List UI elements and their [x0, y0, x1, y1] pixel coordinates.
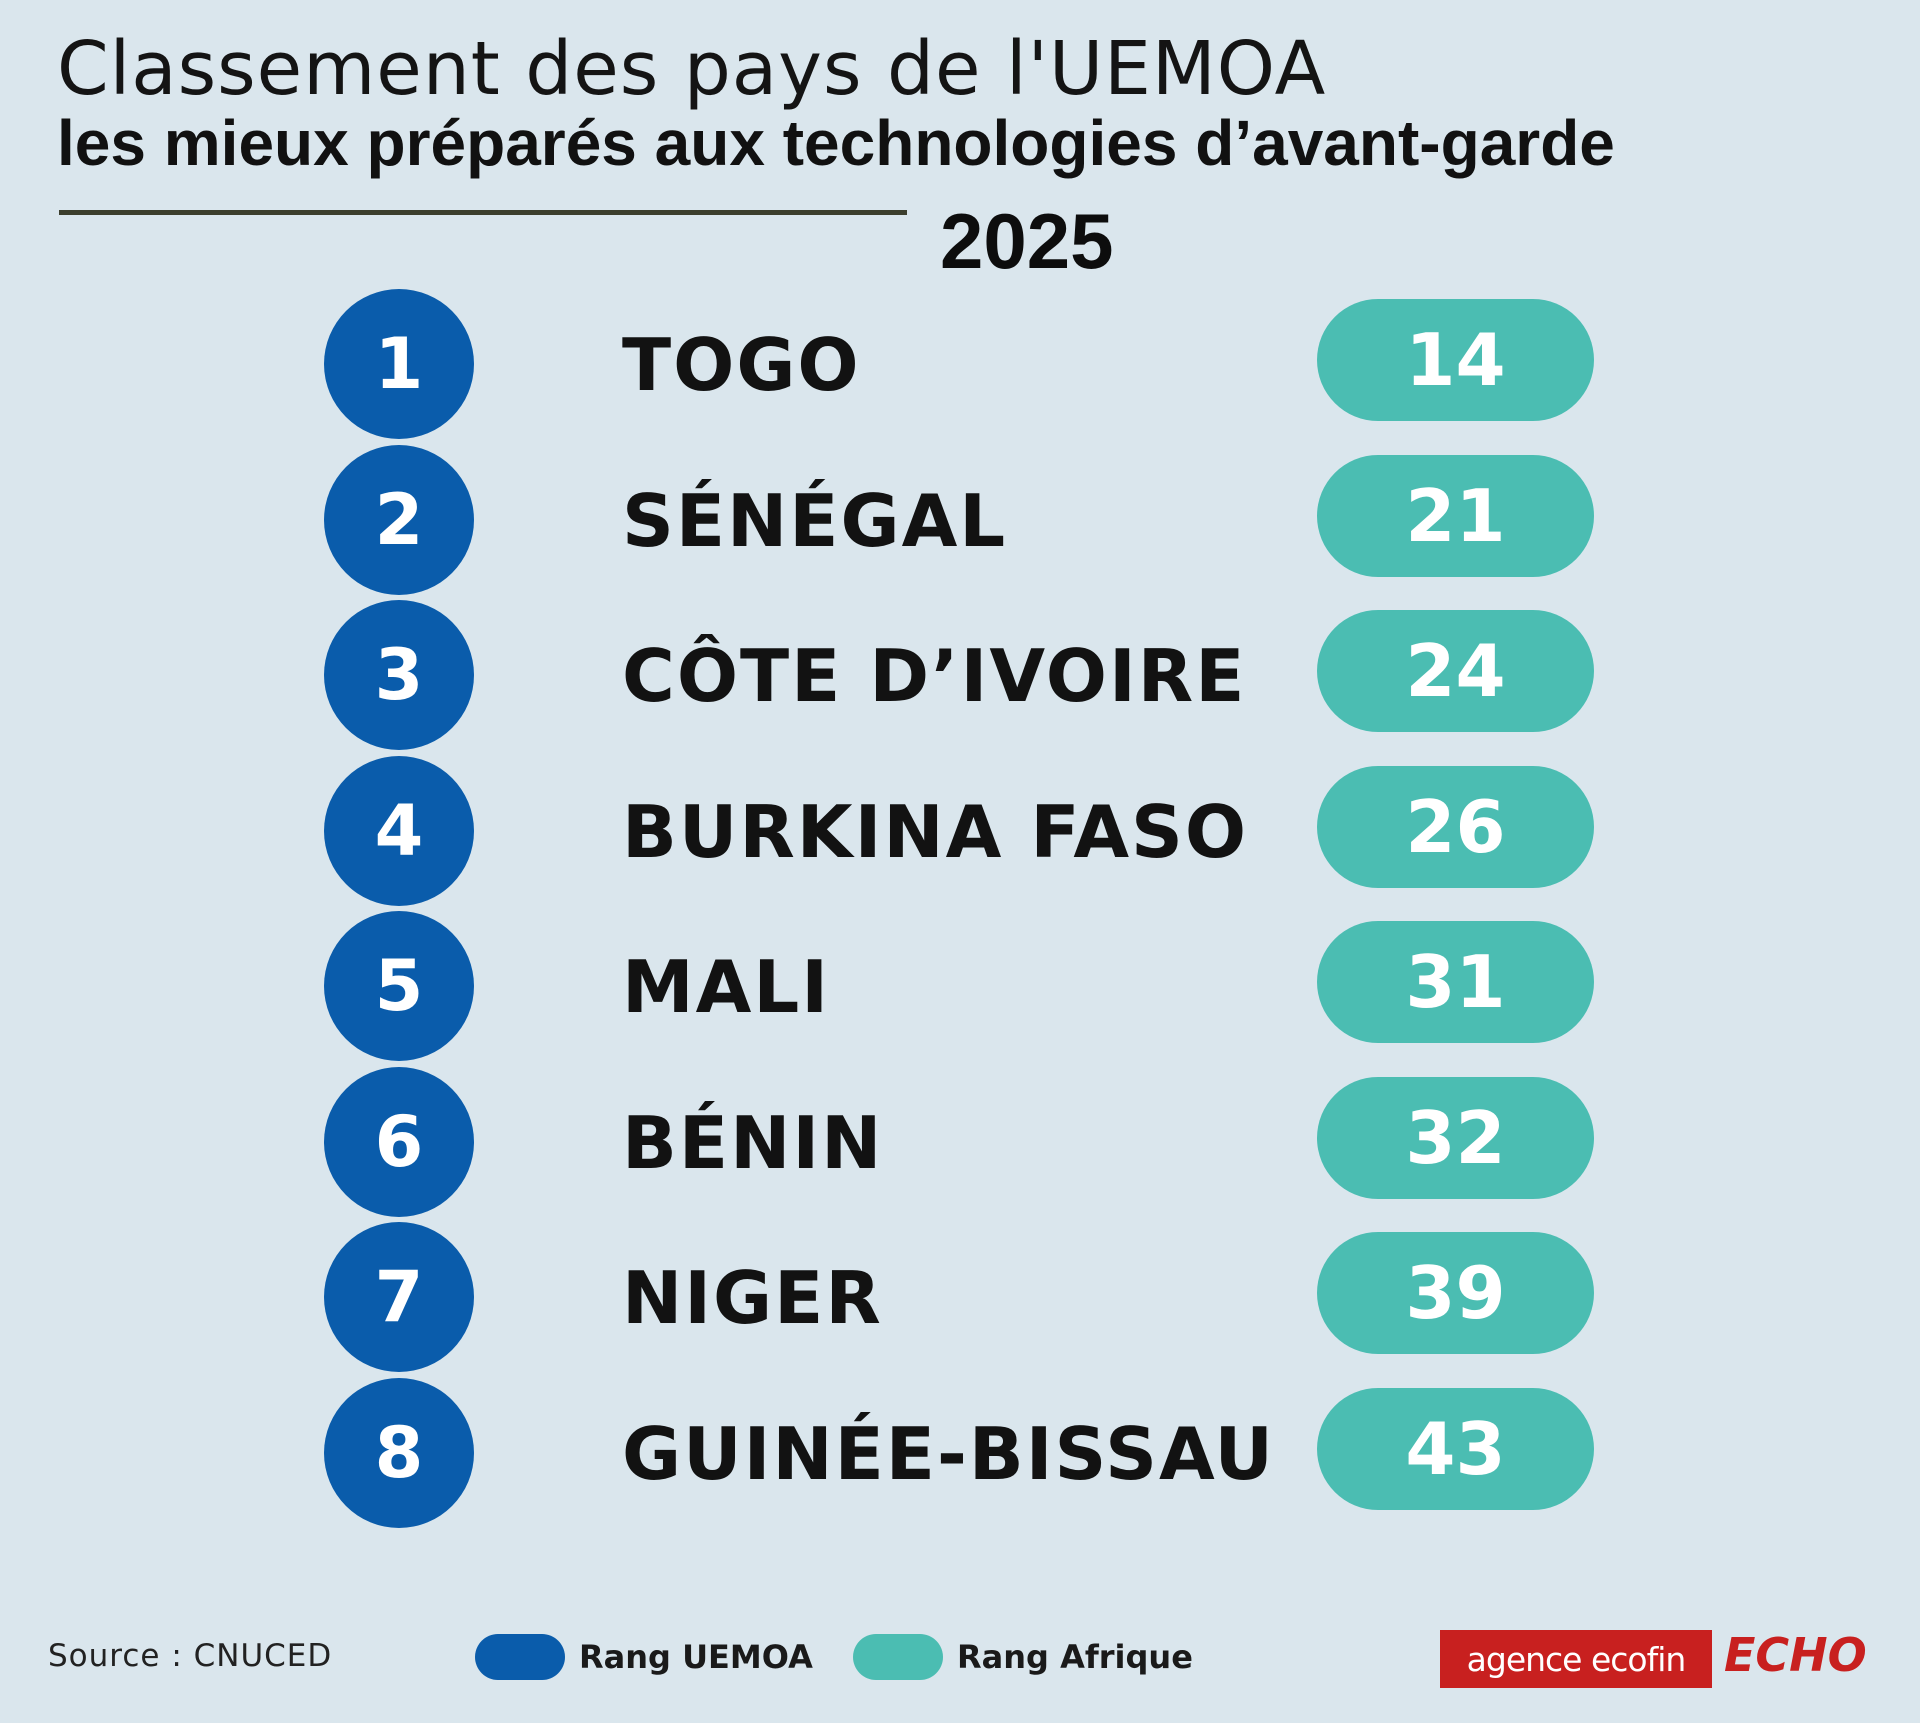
- legend-swatch-rang-afrique: [853, 1634, 943, 1680]
- rank-uemoa-badge: 5: [324, 911, 474, 1061]
- chart-subtitle: les mieux préparés aux technologies d’av…: [57, 107, 1615, 179]
- country-name: CÔTE D’IVOIRE: [622, 634, 1247, 718]
- rank-uemoa-badge: 6: [324, 1066, 474, 1217]
- rank-afrique-badge: 14: [1317, 299, 1594, 421]
- ranking-row: 6 BÉNIN 32: [0, 1066, 1920, 1217]
- country-name: BURKINA FASO: [622, 789, 1249, 874]
- country-name: BÉNIN: [622, 1100, 884, 1185]
- country-name: MALI: [622, 945, 831, 1029]
- country-name: GUINÉE-BISSAU: [622, 1411, 1275, 1496]
- rank-afrique-badge: 39: [1317, 1232, 1594, 1354]
- rank-uemoa-badge: 7: [324, 1222, 474, 1372]
- legend-label-rang-uemoa: Rang UEMOA: [579, 1638, 813, 1676]
- echo-logo: ECHO: [1724, 1628, 1867, 1682]
- ranking-row: 8 GUINÉE-BISSAU 43: [0, 1377, 1920, 1528]
- ranking-row: 2 SÉNÉGAL 21: [0, 444, 1920, 595]
- chart-title: Classement des pays de l'UEMOA: [57, 26, 1327, 112]
- legend-swatch-rang-uemoa: [475, 1634, 565, 1680]
- country-name: NIGER: [622, 1256, 883, 1340]
- rank-afrique-badge: 26: [1317, 765, 1594, 888]
- source-note: Source : CNUCED: [48, 1638, 333, 1674]
- rank-uemoa-badge: 4: [324, 755, 474, 906]
- rank-uemoa-badge: 1: [324, 289, 474, 439]
- rank-afrique-badge: 32: [1317, 1076, 1594, 1199]
- country-name: SÉNÉGAL: [622, 478, 1008, 563]
- rank-uemoa-badge: 8: [324, 1377, 474, 1528]
- rank-afrique-badge: 31: [1317, 921, 1594, 1043]
- rank-uemoa-badge: 3: [324, 600, 474, 750]
- ranking-row: 4 BURKINA FASO 26: [0, 755, 1920, 906]
- ranking-row: 5 MALI 31: [0, 911, 1920, 1061]
- legend-label-rang-afrique: Rang Afrique: [957, 1638, 1193, 1676]
- ranking-row: 3 CÔTE D’IVOIRE 24: [0, 600, 1920, 750]
- rank-afrique-badge: 24: [1317, 610, 1594, 732]
- ranking-row: 1 TOGO 14: [0, 289, 1920, 439]
- rank-afrique-badge: 21: [1317, 454, 1594, 577]
- country-name: TOGO: [622, 323, 861, 407]
- chart-year: 2025: [940, 197, 1114, 285]
- rank-afrique-badge: 43: [1317, 1387, 1594, 1510]
- ranking-list: 1 TOGO 14 2 SÉNÉGAL 21 3 CÔTE D’IVOIRE 24 4 BURKIN…: [0, 289, 1920, 1528]
- ranking-row: 7 NIGER 39: [0, 1222, 1920, 1372]
- rank-uemoa-badge: 2: [324, 444, 474, 595]
- title-divider: [59, 210, 907, 215]
- agence-ecofin-logo: agence ecofin: [1440, 1630, 1712, 1688]
